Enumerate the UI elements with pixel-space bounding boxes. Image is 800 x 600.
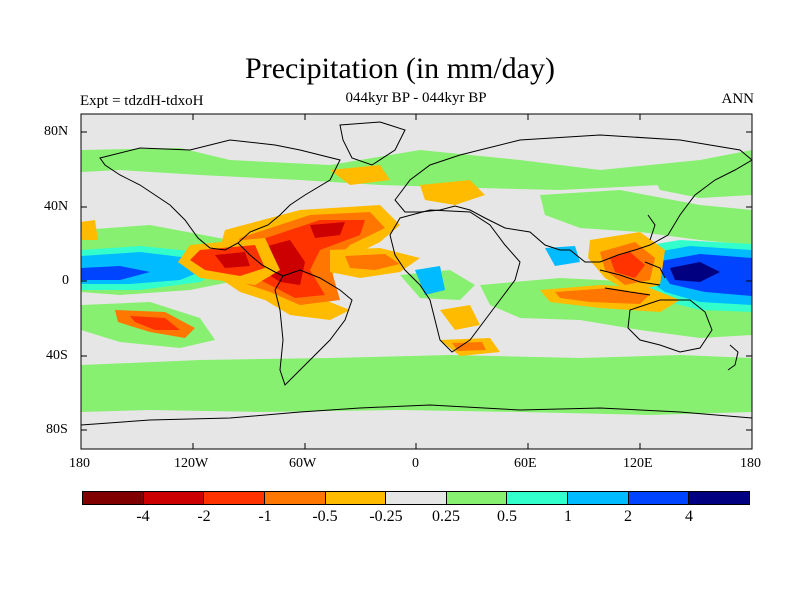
colorbar-swatch — [325, 492, 387, 504]
colorbar-swatch — [264, 492, 326, 504]
lat-tick-label: 40N — [44, 199, 69, 214]
lon-tick-label: 120W — [174, 456, 209, 471]
precip-region — [330, 165, 390, 185]
precip-region — [650, 168, 752, 198]
colorbar-label: 0.25 — [432, 508, 460, 525]
colorbar-label: -0.5 — [312, 508, 338, 525]
map-title: Precipitation (in mm/day) — [245, 52, 555, 85]
coastline-central-america — [237, 242, 284, 277]
coastline-australia — [627, 299, 713, 353]
coastline-south-america — [274, 269, 353, 386]
precip-region — [215, 252, 250, 268]
colorbar-swatch — [446, 492, 508, 504]
lon-tick-label: 180 — [740, 456, 761, 471]
axis-ticks — [81, 114, 752, 449]
coastline-europe-asia — [394, 134, 752, 263]
coastline-antarctica — [81, 404, 752, 426]
precip-region — [81, 266, 150, 280]
colorbar-label: -1 — [258, 508, 272, 525]
coastlines — [81, 121, 752, 426]
lon-tick-label: 60E — [514, 456, 537, 471]
precip-region — [610, 252, 645, 278]
coastline-japan — [647, 214, 656, 241]
precip-region — [81, 148, 752, 190]
precip-region — [440, 305, 480, 330]
colorbar — [82, 491, 750, 505]
colorbar-swatch — [689, 492, 750, 504]
coastline-indonesia — [599, 261, 666, 296]
lon-tick-label: 180 — [69, 456, 90, 471]
coastline-africa — [389, 209, 521, 353]
map-subtitle: 044kyr BP - 044kyr BP — [345, 90, 487, 106]
map-field — [81, 114, 752, 449]
season-label: ANN — [721, 91, 755, 107]
colorbar-swatch — [143, 492, 205, 504]
coastline-greenland — [339, 121, 406, 166]
colorbar-swatch — [204, 492, 265, 504]
colorbar-swatch — [568, 492, 629, 504]
coastline-new-zealand — [727, 344, 739, 371]
precip-region — [415, 266, 445, 295]
colorbar-label: 2 — [624, 508, 632, 525]
experiment-label: Expt = tdzdH-tdxoH — [80, 93, 204, 109]
lat-tick-label: 80N — [44, 124, 69, 139]
precip-region — [310, 222, 345, 238]
colorbar-label: 1 — [564, 508, 572, 525]
colorbar-label: 4 — [685, 508, 693, 525]
lon-tick-label: 60W — [289, 456, 317, 471]
colorbar-label: -2 — [197, 508, 211, 525]
lat-tick-label: 80S — [46, 422, 68, 437]
precip-region — [81, 355, 752, 415]
lon-tick-label: 0 — [412, 456, 419, 471]
colorbar-swatch — [83, 492, 144, 504]
precip-region — [81, 220, 98, 240]
colorbar-label: 0.5 — [497, 508, 517, 525]
colorbar-swatch — [386, 492, 447, 504]
colorbar-label: -0.25 — [369, 508, 403, 525]
precip-region — [130, 316, 180, 330]
colorbar-swatch — [507, 492, 569, 504]
precip-region — [420, 180, 485, 205]
precip-region — [345, 254, 400, 270]
precip-region — [670, 262, 720, 282]
lat-tick-label: 0 — [62, 273, 69, 288]
precip-region — [452, 342, 486, 351]
precip-region — [555, 288, 650, 304]
precip-region — [540, 190, 752, 245]
coastline-north-america — [99, 139, 341, 251]
lat-tick-label: 40S — [46, 348, 68, 363]
lon-tick-label: 120E — [623, 456, 653, 471]
colorbar-swatch — [628, 492, 690, 504]
colorbar-label: -4 — [136, 508, 150, 525]
